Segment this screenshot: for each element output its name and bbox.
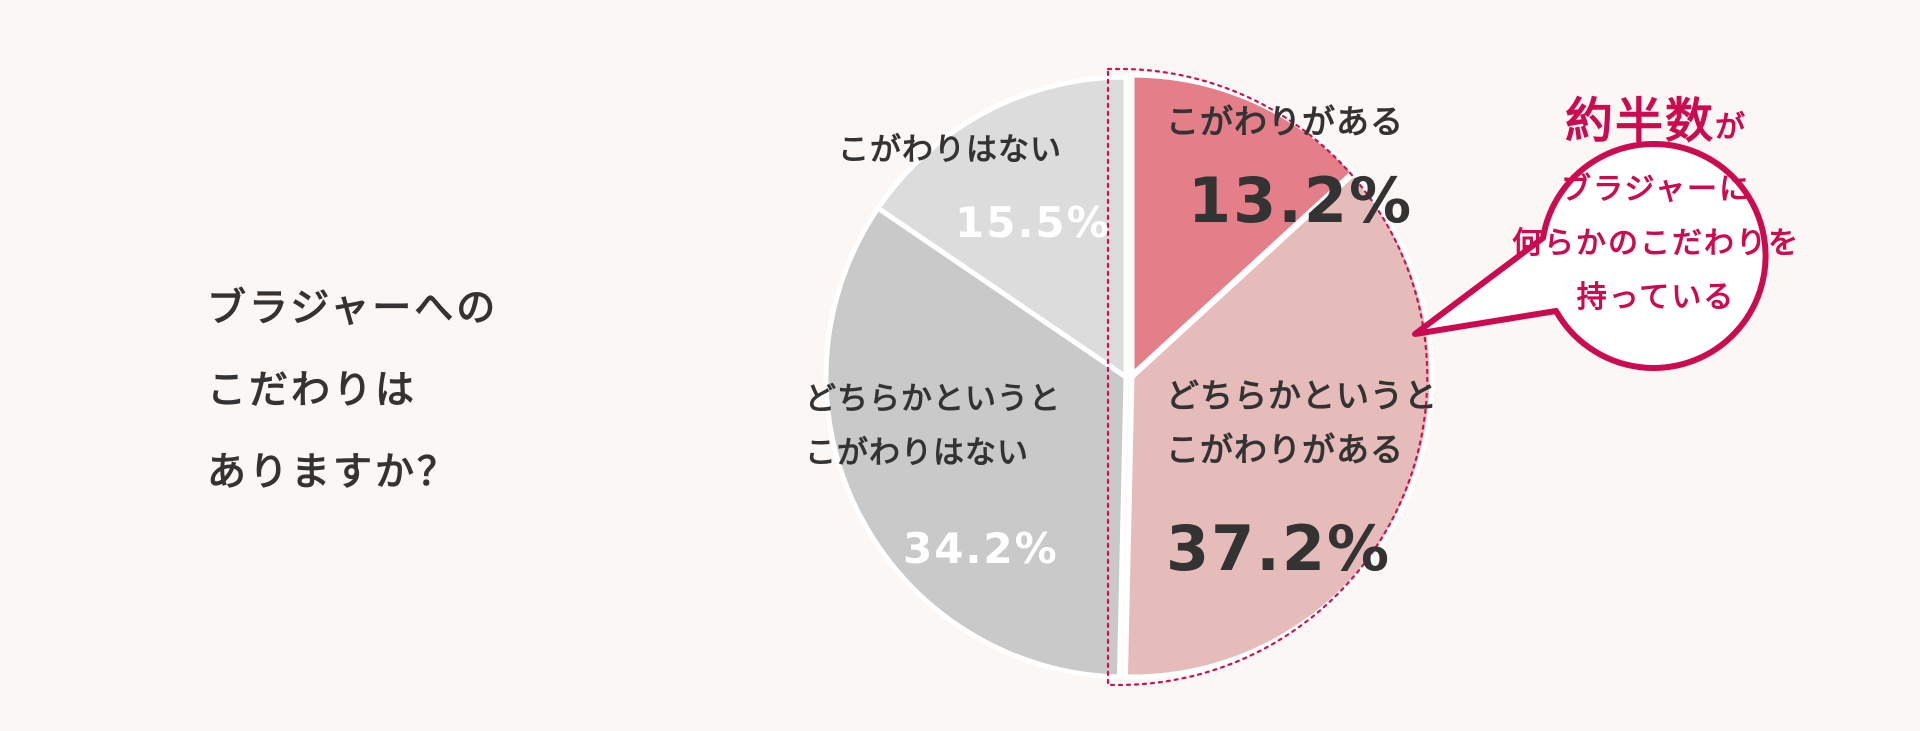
question-line: ブラジャーへの bbox=[207, 286, 499, 331]
slice-label: どちらかというと bbox=[805, 381, 1061, 417]
pie-slice bbox=[1122, 171, 1435, 680]
pie-labels: こがわりがある13.2%どちらかというとこがわりがある37.2%どちらかというと… bbox=[805, 102, 1438, 585]
slice-label: こがわりがある bbox=[1166, 430, 1404, 469]
callout-head-small: が bbox=[1715, 110, 1747, 145]
callout-line: ブラジャーに bbox=[1561, 172, 1751, 207]
slice-label: こがわりはない bbox=[805, 435, 1029, 471]
slice-value-label: 15.5% bbox=[955, 198, 1111, 247]
question-text: ブラジャーへの こだわりは ありますか？ bbox=[207, 268, 567, 514]
question-line: ありますか？ bbox=[207, 450, 460, 495]
callout-body: ブラジャーに 何らかのこだわりを 持っている bbox=[1486, 163, 1826, 325]
slice-label: こがわりはない bbox=[838, 132, 1062, 168]
slice-value-label: 34.2% bbox=[903, 524, 1059, 573]
pie-slice bbox=[823, 205, 1129, 680]
question-line: こだわりは bbox=[207, 368, 418, 413]
callout-text: 約半数が ブラジャーに 何らかのこだわりを 持っている bbox=[1486, 86, 1826, 325]
callout-headline: 約半数が bbox=[1486, 86, 1826, 163]
slice-label: どちらかというと bbox=[1166, 376, 1438, 415]
slice-label: こがわりがある bbox=[1166, 102, 1404, 141]
callout-shape bbox=[1412, 140, 1769, 371]
callout-head-big: 約半数 bbox=[1564, 93, 1715, 149]
callout-line: 持っている bbox=[1576, 280, 1736, 315]
highlight-border bbox=[1106, 67, 1429, 687]
callout-line: 何らかのこだわりを bbox=[1512, 226, 1800, 261]
callout-bubble bbox=[1412, 140, 1769, 371]
pie-slices bbox=[823, 72, 1435, 680]
slice-value-label: 37.2% bbox=[1166, 512, 1391, 585]
slice-value-label: 13.2% bbox=[1188, 164, 1413, 237]
pie-slice bbox=[1129, 72, 1356, 378]
pie-slice bbox=[875, 74, 1129, 380]
